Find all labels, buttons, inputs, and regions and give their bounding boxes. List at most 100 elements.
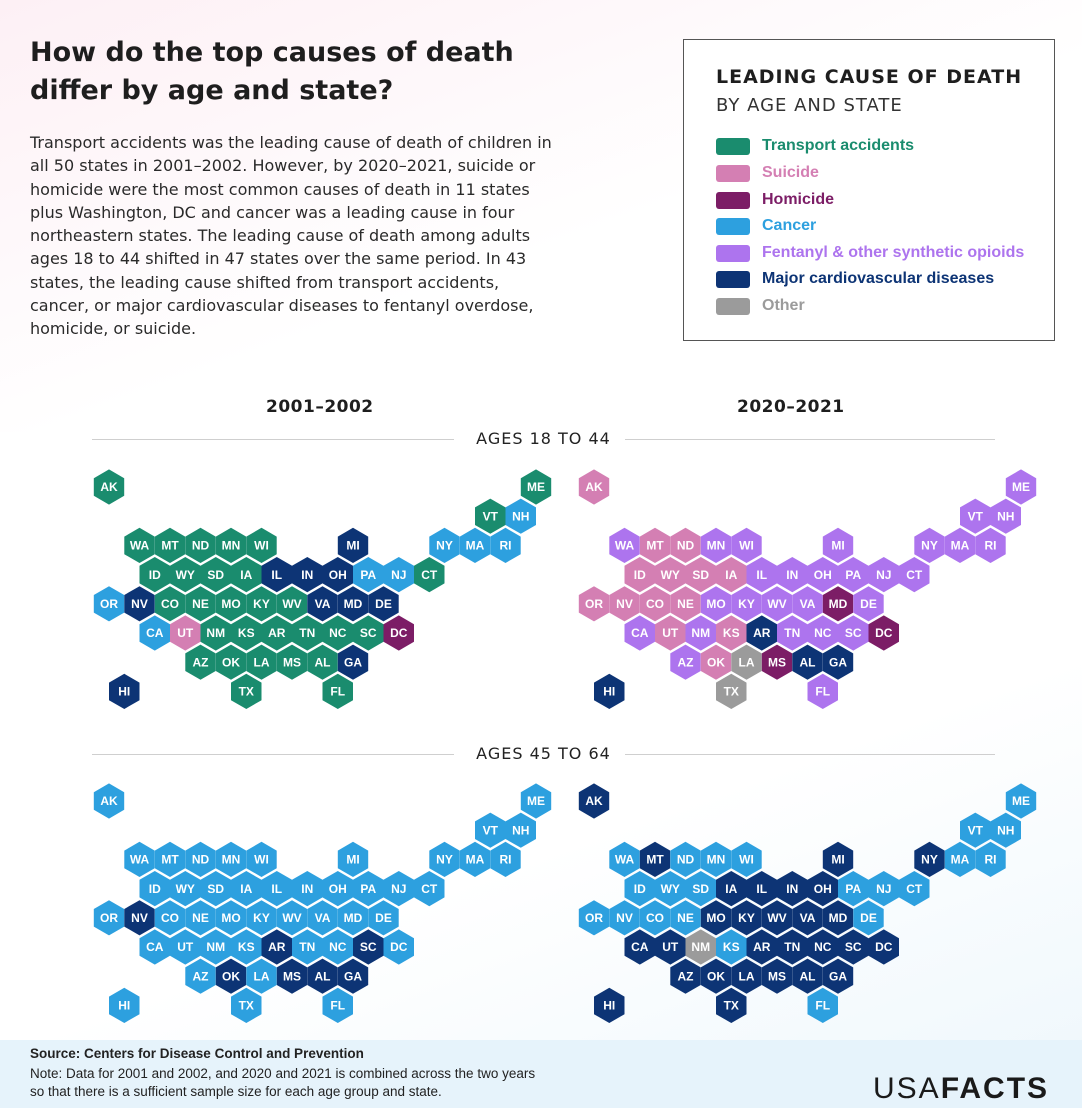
state-hex <box>93 900 125 936</box>
state-label: LA <box>739 969 755 983</box>
state-hex <box>231 557 262 593</box>
state-label: DC <box>390 940 408 954</box>
state-label: PA <box>845 568 861 582</box>
state-label: AK <box>585 794 603 808</box>
state-hex <box>414 557 445 593</box>
state-label: CA <box>146 940 164 954</box>
state-tile-nm: NM <box>685 615 716 651</box>
state-label: CO <box>161 597 179 611</box>
state-hex <box>685 557 716 593</box>
state-tile-dc: DC <box>383 615 414 651</box>
state-label: ND <box>192 853 210 867</box>
state-tile-il: IL <box>746 557 777 593</box>
state-tile-ms: MS <box>276 644 308 680</box>
state-tile-me: ME <box>520 469 552 505</box>
state-hex <box>154 900 186 936</box>
state-hex <box>185 900 216 936</box>
state-label: OH <box>329 882 347 896</box>
state-tile-id: ID <box>624 871 655 907</box>
state-hex <box>1005 783 1037 819</box>
state-hex <box>639 527 671 563</box>
state-label: NE <box>192 597 209 611</box>
state-hex <box>231 929 262 965</box>
state-hex <box>353 615 384 651</box>
state-label: CO <box>646 911 664 925</box>
hex-map: AK ME VT NH WA MT ND MN WI MI NY MA RI ID WY SD IA IL IN OH… <box>578 469 1037 709</box>
state-label: WA <box>615 853 635 867</box>
state-tile-ne: NE <box>185 900 216 936</box>
state-label: ME <box>1012 480 1030 494</box>
state-hex <box>154 841 186 877</box>
intro-paragraph: Transport accidents was the leading caus… <box>30 133 552 339</box>
state-label: CO <box>161 911 179 925</box>
state-hex <box>761 586 793 622</box>
state-tile-ok: OK <box>215 644 247 680</box>
state-hex <box>185 586 216 622</box>
state-tile-ms: MS <box>276 958 308 994</box>
usafacts-logo: USAFACTS <box>873 1072 1049 1106</box>
state-hex <box>761 644 793 680</box>
state-label: MS <box>768 655 786 669</box>
state-hex <box>200 557 231 593</box>
state-hex <box>899 871 930 907</box>
state-label: CT <box>421 568 438 582</box>
state-label: IL <box>756 882 767 896</box>
state-hex <box>353 557 384 593</box>
state-label: NH <box>512 823 529 837</box>
state-label: TN <box>299 626 315 640</box>
state-label: WV <box>767 911 786 925</box>
state-label: HI <box>118 999 130 1013</box>
state-label: OR <box>100 911 118 925</box>
state-tile-ms: MS <box>761 644 793 680</box>
legend-swatch <box>716 270 750 288</box>
state-tile-va: VA <box>307 586 338 622</box>
state-hex <box>670 900 701 936</box>
state-hex <box>215 527 247 563</box>
state-label: MN <box>707 539 726 553</box>
state-hex <box>731 527 762 563</box>
legend-item-cancer: Cancer <box>716 216 816 236</box>
state-label: DC <box>875 940 893 954</box>
state-hex <box>655 615 686 651</box>
state-tile-ak: AK <box>93 783 125 819</box>
state-tile-ky: KY <box>246 586 277 622</box>
state-tile-nh: NH <box>990 498 1021 534</box>
state-tile-ar: AR <box>261 929 292 965</box>
state-label: IA <box>240 568 252 582</box>
state-label: MI <box>831 539 844 553</box>
state-hex <box>853 586 884 622</box>
state-hex <box>975 841 1006 877</box>
state-hex <box>231 673 262 709</box>
state-label: SC <box>360 626 377 640</box>
state-label: CO <box>646 597 664 611</box>
state-tile-ny: NY <box>914 841 945 877</box>
state-tile-ak: AK <box>578 469 610 505</box>
state-hex <box>292 871 323 907</box>
state-hex <box>944 527 976 563</box>
state-tile-ne: NE <box>670 900 701 936</box>
state-tile-ut: UT <box>655 929 686 965</box>
state-hex <box>960 498 991 534</box>
state-hex <box>322 929 353 965</box>
state-hex <box>215 958 247 994</box>
state-tile-ma: MA <box>459 841 491 877</box>
state-tile-wa: WA <box>609 841 640 877</box>
state-tile-mi: MI <box>822 841 854 877</box>
state-tile-ny: NY <box>914 527 945 563</box>
state-tile-wy: WY <box>170 557 201 593</box>
state-tile-ok: OK <box>700 644 732 680</box>
state-hex <box>655 557 686 593</box>
state-label: MS <box>283 655 301 669</box>
state-hex <box>670 586 701 622</box>
state-tile-ky: KY <box>731 900 762 936</box>
state-tile-ia: IA <box>716 557 747 593</box>
state-tile-pa: PA <box>838 557 869 593</box>
state-tile-ks: KS <box>716 929 747 965</box>
state-label: IA <box>725 882 737 896</box>
state-tile-al: AL <box>307 644 338 680</box>
state-tile-ia: IA <box>231 871 262 907</box>
state-hex <box>383 557 414 593</box>
state-hex <box>792 644 823 680</box>
note-text: Note: Data for 2001 and 2002, and 2020 a… <box>30 1066 536 1099</box>
state-label: DE <box>375 597 392 611</box>
